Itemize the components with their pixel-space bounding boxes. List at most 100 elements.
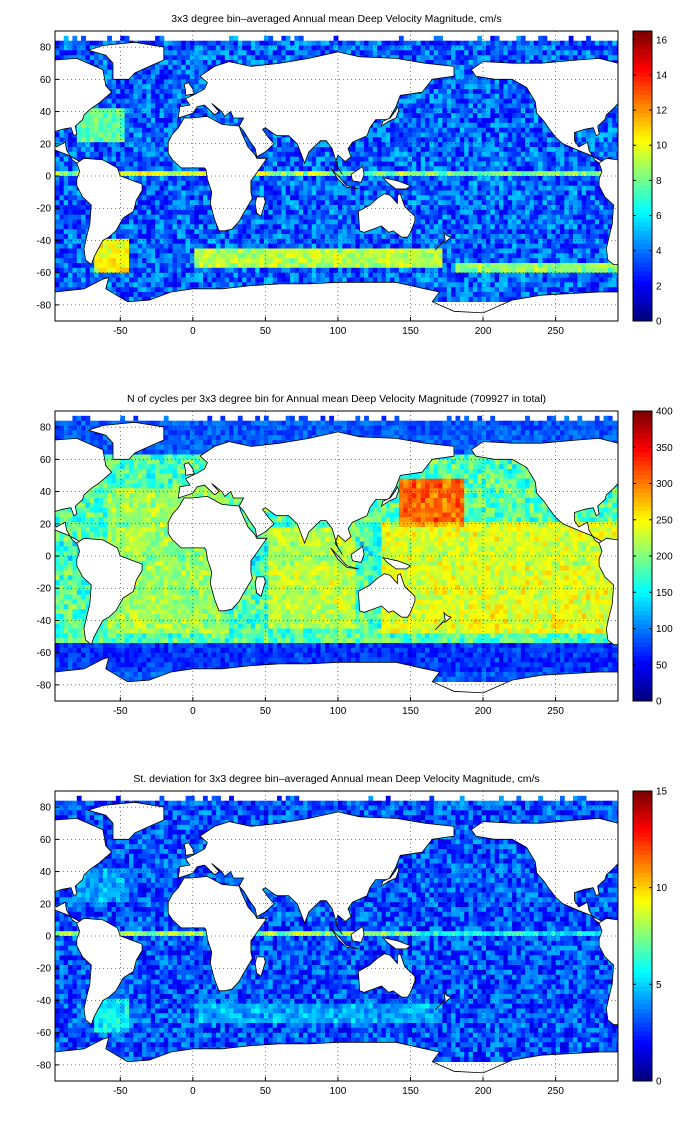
y-tick-label: 20 [40,139,52,150]
colorbar-tick-label: 200 [656,552,673,563]
x-tick-label: 50 [260,1086,272,1097]
land-outline [598,157,618,265]
y-tick-label: 80 [40,803,52,814]
land-outline [381,936,412,950]
grid [55,791,618,1081]
y-tick-label: 20 [40,519,52,530]
land-outline [357,953,416,998]
y-tick-label: 40 [40,867,52,878]
land-outline [177,51,455,175]
colorbar-tick-label: 2 [656,281,662,292]
y-tick-label: -60 [37,268,52,279]
land-outline [380,105,400,128]
y-tick-label: 0 [45,172,51,183]
land-outline [183,462,195,476]
land-outline [598,917,618,1025]
land-outline [55,437,113,544]
land-outline [434,611,452,631]
land-outline [350,545,365,563]
land-outline [434,991,452,1011]
y-tick-label: -40 [37,616,52,627]
y-tick-label: 80 [40,423,52,434]
y-tick-label: 60 [40,75,52,86]
land-outline [350,165,365,183]
colorbar-tick-label: 10 [656,141,668,152]
land-outline [380,485,400,508]
y-tick-label: -60 [37,1028,52,1039]
y-tick-label: 60 [40,455,52,466]
land-outline [87,421,165,460]
colorbar-tick-label: 10 [656,883,668,894]
panel-title: St. deviation for 3x3 degree bin–average… [133,773,539,785]
y-tick-label: 40 [40,487,52,498]
x-tick-label: -50 [113,326,128,337]
land-outline [470,57,618,164]
land-outline [357,193,416,238]
x-tick-label: 150 [402,706,419,717]
y-tick-label: 0 [45,932,51,943]
panel-title: 3x3 degree bin–averaged Annual mean Deep… [171,13,501,25]
land-outline [598,537,618,645]
colorbar-tick-label: 12 [656,106,668,117]
land-outline [177,811,455,935]
land-outline [183,842,195,856]
colorbar: 0 50 100 150 200 250 300 350 400 [632,407,673,708]
x-tick-label: 200 [475,1086,492,1097]
heatmap-cells [55,791,618,1081]
land-outline [76,537,143,646]
panel-title: N of cycles per 3x3 degree bin for Annua… [127,393,546,405]
land-outline [167,115,268,232]
y-tick-label: 60 [40,835,52,846]
grid [55,411,618,701]
x-tick-label: 200 [475,706,492,717]
land-outline [55,656,618,701]
land-outline [167,495,268,612]
y-tick-label: -20 [37,964,52,975]
grid [55,31,618,321]
colorbar-tick-label: 6 [656,211,662,222]
land-outline [55,817,113,924]
land-outline [183,82,195,96]
land-outline [470,437,618,544]
y-tick-label: 20 [40,899,52,910]
y-tick-label: -40 [37,236,52,247]
y-tick-label: -40 [37,996,52,1007]
y-tick-label: 0 [45,552,51,563]
y-tick-label: -80 [37,680,52,691]
colorbar-tick-label: 250 [656,515,673,526]
land-outline [357,573,416,618]
x-tick-label: 150 [402,1086,419,1097]
land-outline [87,41,165,80]
x-tick-label: 50 [260,706,272,717]
colorbar-tick-label: 16 [656,35,668,46]
colorbar-tick-label: 100 [656,624,673,635]
y-tick-label: -20 [37,204,52,215]
y-tick-label: 80 [40,43,52,54]
land-outline [55,57,113,164]
colorbar: 0 2 4 6 8 10 12 14 16 [632,30,668,328]
land-outline [76,917,143,1026]
land-outline [167,875,268,992]
colorbar-tick-label: 5 [656,980,662,991]
colorbar-tick-label: 14 [656,70,668,81]
land-outline [76,157,143,266]
y-tick-label: -80 [37,300,52,311]
x-tick-label: 100 [330,1086,347,1097]
x-tick-label: -50 [113,706,128,717]
land-outline [330,167,359,190]
land-outline [330,927,359,950]
y-tick-label: -60 [37,648,52,659]
land-outline [350,925,365,943]
x-tick-label: 150 [402,326,419,337]
colorbar-tick-label: 15 [656,787,668,798]
land-outline [380,865,400,888]
land-outline [470,817,618,924]
land-outline [330,547,359,570]
land-outline [381,176,412,190]
y-tick-label: -80 [37,1060,52,1071]
land-outline [254,576,266,597]
x-tick-label: 50 [260,326,272,337]
x-tick-label: 0 [190,706,196,717]
colorbar-tick-label: 50 [656,660,668,671]
